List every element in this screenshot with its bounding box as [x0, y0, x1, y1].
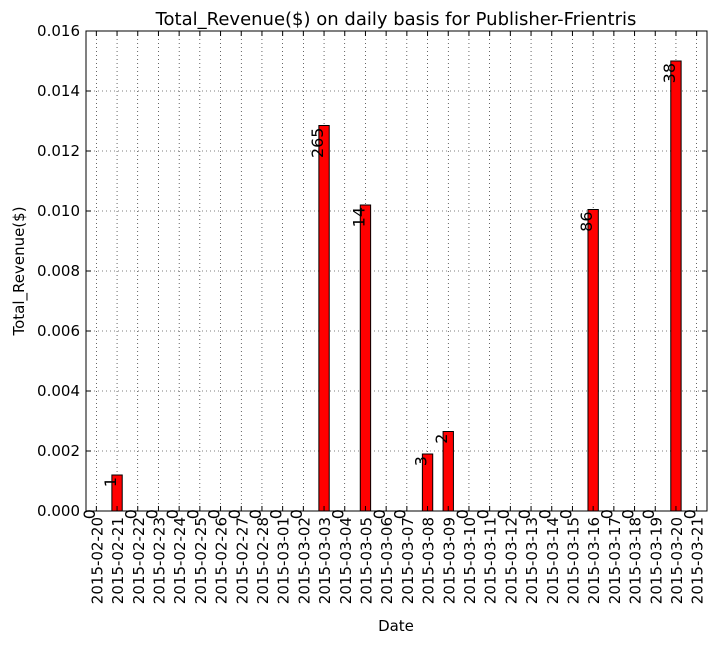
bar	[587, 209, 599, 512]
y-tick-label: 0.008	[37, 262, 80, 280]
bar-annotation: 0	[453, 509, 472, 519]
bar-annotation: 0	[142, 509, 161, 519]
bar-annotation: 0	[473, 509, 492, 519]
bar-annotation: 0	[680, 509, 699, 519]
bars	[111, 60, 682, 512]
y-tick-label: 0.006	[37, 322, 80, 340]
bar	[359, 204, 372, 512]
bar-annotation: 0	[391, 509, 410, 519]
bar	[318, 125, 330, 512]
x-tick-label: 2015-02-25	[192, 517, 210, 604]
x-tick-label: 2015-02-22	[130, 517, 148, 604]
x-tick-label: 2015-03-21	[689, 517, 707, 604]
x-tick-label: 2015-02-23	[150, 517, 168, 604]
bar-annotation: 86	[577, 212, 596, 232]
bar-annotation: 0	[329, 509, 348, 519]
bar-annotation: 0	[204, 509, 223, 519]
x-tick-label: 2015-03-04	[337, 517, 355, 604]
bar-annotation: 0	[184, 509, 203, 519]
bar-annotation: 0	[122, 509, 141, 519]
x-tick-label: 2015-03-05	[357, 517, 375, 604]
bar-annotation: 0	[246, 509, 265, 519]
x-tick-label: 2015-02-27	[233, 517, 251, 604]
bar	[670, 60, 682, 512]
bar-annotation: 0	[515, 509, 534, 519]
y-tick-label: 0.012	[37, 142, 80, 160]
bar-annotation: 0	[266, 509, 285, 519]
bar-annotation: 0	[287, 509, 306, 519]
bar-annotation: 0	[639, 509, 658, 519]
x-tick-label: 2015-03-09	[440, 517, 458, 604]
x-tick-label: 2015-03-03	[316, 517, 334, 604]
y-axis-label: Total_Revenue($)	[10, 206, 29, 336]
x-axis-label: Date	[378, 617, 414, 635]
bar-annotation: 0	[225, 509, 244, 519]
grid	[86, 30, 707, 512]
bar-annotation: 0	[598, 509, 617, 519]
y-axis: 0.000 0.002 0.004 0.006 0.008 0.010 0.012 0.014…	[37, 22, 707, 520]
bar-annotation: 0	[556, 509, 575, 519]
bar-annotation: 0	[80, 509, 99, 519]
x-tick-label: 2015-02-26	[213, 517, 231, 604]
bar-annotation: 3	[411, 456, 430, 466]
x-tick-label: 2015-03-10	[461, 517, 479, 604]
x-tick-label: 2015-03-17	[606, 517, 624, 604]
bar-annotation: 265	[308, 128, 327, 159]
x-tick-label: 2015-03-01	[275, 517, 293, 604]
x-tick-label: 2015-03-08	[420, 517, 438, 604]
bar-annotation: 0	[536, 509, 555, 519]
x-tick-label: 2015-03-16	[585, 517, 603, 604]
bar-annotation: 0	[618, 509, 637, 519]
bar-annotation: 38	[660, 63, 679, 83]
x-tick-label: 2015-03-02	[295, 517, 313, 604]
x-tick-label: 2015-03-06	[378, 517, 396, 604]
x-tick-label: 2015-03-13	[523, 517, 541, 604]
bar-annotation: 2	[432, 434, 451, 444]
y-tick-label: 0.010	[37, 202, 80, 220]
x-tick-label: 2015-03-12	[502, 517, 520, 604]
x-tick-label: 2015-03-19	[647, 517, 665, 604]
y-tick-label: 0.004	[37, 382, 80, 400]
x-tick-label: 2015-02-21	[109, 517, 127, 604]
x-tick-label: 2015-03-07	[399, 517, 417, 604]
y-tick-label: 0.002	[37, 442, 80, 460]
x-tick-label: 2015-02-20	[88, 517, 106, 604]
x-tick-label: 2015-02-24	[171, 517, 189, 604]
y-tick-label: 0.014	[37, 82, 80, 100]
chart-title: Total_Revenue($) on daily basis for Publ…	[155, 9, 637, 30]
x-tick-label: 2015-03-15	[564, 517, 582, 604]
x-tick-label: 2015-03-14	[544, 517, 562, 604]
y-tick-label: 0.000	[37, 502, 80, 520]
x-tick-label: 2015-03-11	[482, 517, 500, 604]
bar-annotation: 0	[163, 509, 182, 519]
x-tick-label: 2015-03-20	[668, 517, 686, 604]
y-tick-label: 0.016	[37, 22, 80, 40]
bar-annotation: 0	[370, 509, 389, 519]
x-axis: 2015-02-20 2015-02-21 2015-02-22 2015-02-23…	[88, 31, 707, 604]
x-tick-label: 2015-02-28	[254, 517, 272, 604]
x-tick-label: 2015-03-18	[627, 517, 645, 604]
bar-annotation: 14	[349, 207, 368, 227]
bar-annotation: 1	[101, 477, 120, 487]
bar-annotation: 0	[494, 509, 513, 519]
